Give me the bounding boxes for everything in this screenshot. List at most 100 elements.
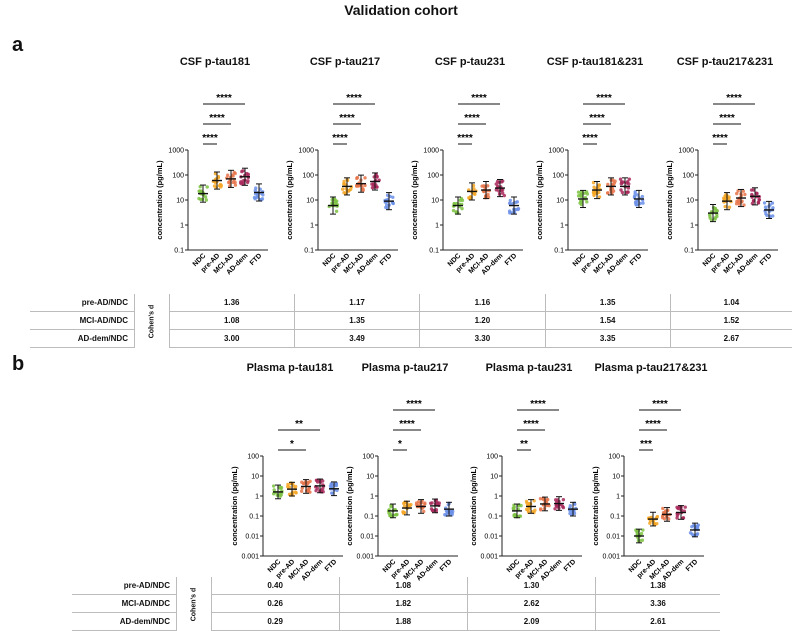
data-point: [610, 186, 615, 191]
data-point: [771, 206, 775, 210]
data-point: [299, 489, 304, 493]
y-tick-label: 100: [486, 454, 498, 461]
data-point: [225, 173, 230, 177]
y-tick-label: 0.01: [606, 534, 620, 541]
data-point: [472, 186, 476, 191]
data-point: [334, 209, 339, 213]
data-point: [508, 211, 512, 215]
data-point: [342, 190, 346, 195]
data-point: [695, 524, 700, 528]
x-tick-label: FTD: [685, 558, 700, 573]
y-axis-label: concentration (pg/mL): [469, 466, 478, 546]
significance-label: ****: [652, 399, 668, 410]
x-tick-label: FTD: [324, 558, 339, 573]
y-tick-label: 1: [435, 223, 439, 230]
figure-title: Validation cohort: [344, 2, 458, 18]
data-point: [363, 183, 367, 188]
data-point: [667, 517, 671, 521]
data-point: [402, 504, 407, 508]
significance-label: ****: [471, 93, 487, 104]
data-point: [641, 528, 645, 532]
data-point: [431, 508, 435, 513]
row-label: pre-AD/NDC: [30, 294, 135, 312]
y-tick-label: 0.001: [241, 554, 259, 561]
data-point: [342, 179, 346, 184]
x-tick-label: FTD: [504, 252, 519, 267]
y-axis-label: concentration (pg/mL): [410, 160, 419, 240]
data-point: [246, 179, 250, 183]
data-point: [751, 188, 756, 192]
significance-label: ****: [530, 399, 546, 410]
table-cell: 1.54: [544, 311, 671, 330]
data-point: [675, 516, 679, 520]
chart-title: CSF p-tau217&231: [676, 56, 774, 68]
chart-title: Plasma p-tau217&231: [594, 362, 708, 374]
chart-plasma-ptau181: Plasma p-tau181 concentration (pg/mL) 100…: [225, 362, 355, 581]
chart-title: CSF p-tau181&231: [546, 56, 644, 68]
table-cell: 1.17: [293, 294, 420, 312]
significance-label: ****: [719, 113, 735, 124]
data-point: [633, 192, 637, 196]
data-point: [199, 189, 203, 193]
data-point: [683, 505, 687, 509]
data-point: [348, 187, 353, 192]
y-tick-label: 10: [686, 198, 694, 205]
significance-label: *: [290, 439, 294, 450]
y-axis-label: concentration (pg/mL): [230, 466, 239, 546]
row-label: MCI-AD/NDC: [30, 311, 135, 330]
data-point: [765, 213, 769, 218]
data-point: [517, 504, 521, 508]
y-axis-label: concentration (pg/mL): [285, 160, 294, 240]
chart-title: CSF p-tau217: [309, 56, 381, 68]
table-cell: 1.82: [338, 594, 468, 613]
data-point: [648, 519, 653, 523]
significance-label: **: [520, 439, 528, 450]
data-point: [271, 492, 276, 496]
significance-label: ****: [589, 113, 605, 124]
data-point: [287, 485, 292, 489]
y-axis-label: concentration (pg/mL): [535, 160, 544, 240]
y-tick-label: 0.001: [480, 554, 498, 561]
data-point: [626, 190, 630, 194]
data-point: [272, 488, 276, 492]
data-point: [460, 206, 464, 211]
y-tick-label: 10: [431, 198, 439, 205]
y-tick-label: 0.1: [488, 514, 498, 521]
significance-label: *: [398, 439, 402, 450]
chart-plot: concentration (pg/mL)10001001010.1NDCpre…: [535, 93, 648, 275]
data-point: [508, 198, 513, 203]
y-tick-label: 100: [682, 173, 694, 180]
y-tick-label: 100: [362, 454, 374, 461]
chart-plot: concentration (pg/mL)10001001010.1NDCpre…: [410, 93, 523, 275]
table-cell: 0.40: [210, 577, 340, 595]
data-point: [375, 185, 379, 189]
data-point: [585, 192, 590, 196]
y-tick-label: 0.1: [429, 248, 439, 255]
significance-label: ***: [640, 439, 652, 450]
table-cell: 1.04: [669, 294, 792, 312]
table-cell: 1.16: [419, 294, 546, 312]
data-point: [205, 185, 209, 189]
data-point: [528, 502, 533, 506]
data-point: [592, 185, 596, 189]
table-cell: 2.62: [466, 594, 596, 613]
data-point: [524, 499, 529, 504]
data-point: [436, 501, 440, 506]
data-point: [472, 191, 476, 196]
table-cell: 2.61: [595, 612, 720, 631]
data-point: [611, 178, 615, 182]
data-point: [517, 514, 522, 518]
y-tick-label: 0.1: [610, 514, 620, 521]
data-point: [452, 202, 456, 206]
data-point: [335, 488, 339, 493]
data-point: [371, 182, 376, 186]
data-point: [516, 206, 521, 211]
data-point: [735, 191, 739, 196]
chart-plot: concentration (pg/mL)1001010.10.010.001N…: [469, 399, 582, 581]
data-point: [635, 529, 639, 534]
y-axis-label: concentration (pg/mL): [591, 466, 600, 546]
data-point: [486, 192, 490, 197]
y-tick-label: 0.1: [364, 514, 374, 521]
data-point: [278, 486, 283, 490]
table-cell: 1.08: [168, 311, 295, 330]
